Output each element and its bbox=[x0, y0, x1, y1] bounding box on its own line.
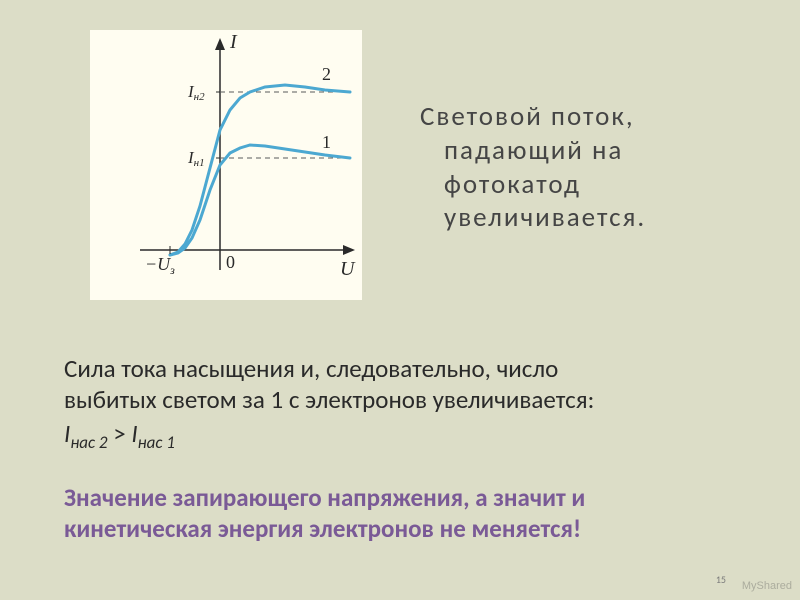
curve-2-label: 2 bbox=[322, 64, 331, 84]
formula-gt: > bbox=[108, 418, 132, 449]
stop-voltage-label: −Uз bbox=[145, 254, 175, 277]
saturation-1-label: Iн1 bbox=[187, 148, 205, 169]
right-line-1: Световой поток, bbox=[420, 100, 740, 134]
iv-chart: I U 0 −Uз Iн1 Iн2 1 2 bbox=[90, 30, 362, 300]
formula-sub-2: нас 1 bbox=[138, 432, 175, 453]
right-line-3: фотокатод bbox=[420, 168, 740, 202]
emphasis-line-1: Значение запирающего напряжения, а значи… bbox=[64, 482, 744, 513]
right-line-4: увеличивается. bbox=[420, 201, 740, 235]
watermark: MyShared bbox=[742, 580, 792, 592]
saturation-2-label: Iн2 bbox=[187, 82, 205, 103]
emphasis-line-2: кинетическая энергия электронов не меняе… bbox=[64, 513, 744, 544]
x-axis-label: U bbox=[340, 258, 356, 280]
right-line-2: падающий на bbox=[420, 134, 740, 168]
emphasis-paragraph: Значение запирающего напряжения, а значи… bbox=[64, 482, 744, 545]
bottom-paragraph: Сила тока насыщения и, следовательно, чи… bbox=[64, 353, 744, 453]
page-number: 15 bbox=[716, 573, 726, 586]
right-caption: Световой поток, падающий на фотокатод ув… bbox=[420, 100, 740, 235]
curve-1-label: 1 bbox=[322, 132, 331, 152]
bottom-line-1: Сила тока насыщения и, следовательно, чи… bbox=[64, 353, 744, 384]
origin-label: 0 bbox=[226, 252, 235, 272]
bottom-line-2: выбитых светом за 1 с электронов увеличи… bbox=[64, 384, 744, 415]
y-axis-label: I bbox=[229, 31, 238, 53]
formula: Iнас 2 > Iнас 1 bbox=[64, 418, 744, 453]
formula-sub-1: нас 2 bbox=[70, 432, 107, 453]
